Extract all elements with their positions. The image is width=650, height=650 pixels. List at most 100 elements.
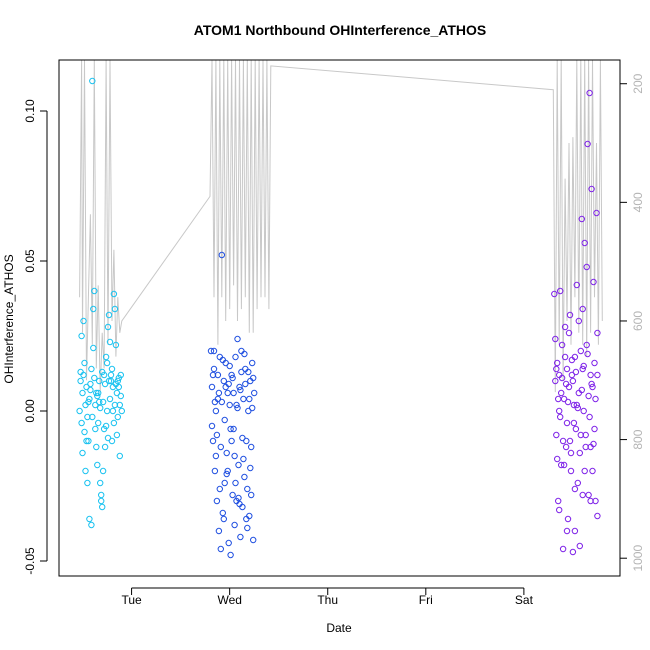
plot-frame — [58, 59, 621, 577]
data-point — [94, 461, 101, 469]
data-point — [587, 497, 594, 505]
data-point — [569, 548, 577, 556]
data-point — [232, 479, 239, 487]
data-point — [96, 398, 103, 406]
data-point — [594, 371, 601, 379]
data-point — [107, 377, 115, 385]
data-point — [114, 413, 122, 421]
secondary-tick-label: 200 — [631, 73, 645, 93]
data-point — [111, 401, 119, 409]
data-point — [94, 392, 101, 400]
data-point — [228, 371, 235, 379]
data-point — [209, 437, 217, 445]
secondary-tick-label: 1000 — [631, 545, 645, 572]
data-point — [236, 383, 243, 391]
y-tick-label: 0.00 — [23, 399, 37, 423]
data-point — [248, 491, 255, 499]
data-point — [558, 374, 566, 382]
data-point — [230, 389, 237, 397]
data-point — [594, 329, 601, 337]
data-point — [231, 452, 238, 460]
data-point — [225, 539, 232, 547]
data-point — [219, 356, 227, 364]
data-point — [563, 419, 571, 427]
data-point — [84, 479, 91, 487]
data-point — [218, 398, 226, 406]
data-point — [234, 404, 241, 412]
data-point — [96, 377, 103, 385]
data-point — [233, 401, 240, 409]
data-point — [584, 350, 591, 358]
data-point — [115, 374, 123, 382]
data-point — [589, 383, 596, 391]
data-point — [83, 383, 90, 391]
data-point — [586, 89, 593, 97]
data-point — [106, 395, 114, 403]
x-tick-label: Tue — [121, 593, 142, 607]
data-point — [213, 497, 221, 505]
data-point — [558, 389, 565, 397]
data-point — [86, 515, 93, 523]
data-point — [237, 533, 244, 541]
data-point — [88, 521, 95, 529]
data-point — [241, 350, 248, 358]
data-point — [560, 461, 568, 469]
data-point — [98, 497, 105, 505]
data-point — [580, 362, 587, 370]
data-point — [580, 407, 587, 415]
data-point — [223, 449, 230, 457]
data-point — [574, 404, 581, 412]
data-point — [576, 449, 583, 457]
data-point — [102, 353, 110, 361]
data-point — [249, 359, 256, 367]
data-point — [590, 278, 597, 286]
data-point — [117, 392, 125, 400]
data-point — [99, 368, 106, 376]
data-point — [85, 437, 92, 445]
data-point — [116, 401, 124, 409]
data-point — [239, 434, 246, 442]
data-point — [582, 431, 589, 439]
data-point — [81, 428, 88, 436]
data-point — [248, 443, 255, 451]
x-tick-label: Sat — [515, 593, 534, 607]
data-point — [229, 491, 236, 499]
data-point — [224, 389, 231, 397]
data-point — [582, 443, 589, 451]
data-point — [227, 425, 234, 433]
data-point — [93, 389, 100, 397]
data-point — [572, 368, 580, 376]
data-point — [566, 437, 574, 445]
data-point — [91, 374, 98, 382]
data-point — [587, 371, 594, 379]
data-point — [81, 359, 88, 367]
data-point — [563, 527, 571, 535]
data-point — [211, 398, 219, 406]
data-point — [240, 395, 247, 403]
data-point — [590, 440, 597, 448]
data-point — [219, 509, 227, 517]
data-point — [100, 425, 108, 433]
data-point — [112, 341, 120, 349]
data-point — [216, 485, 224, 493]
data-point — [114, 377, 122, 385]
data-point — [586, 413, 593, 421]
data-point — [108, 365, 116, 373]
data-point — [578, 215, 585, 223]
data-point — [237, 386, 244, 394]
data-point — [90, 344, 97, 352]
data-point — [223, 470, 230, 478]
data-point — [84, 413, 91, 421]
data-point — [579, 365, 586, 373]
data-point — [235, 461, 242, 469]
data-point — [554, 359, 561, 367]
data-point — [217, 545, 225, 553]
data-point — [105, 377, 113, 385]
data-point — [565, 329, 573, 337]
data-point — [567, 449, 575, 457]
data-point — [570, 419, 578, 427]
data-point — [581, 467, 588, 475]
data-point — [561, 323, 569, 331]
data-point — [574, 479, 581, 487]
x-axis-label: Date — [326, 621, 352, 635]
